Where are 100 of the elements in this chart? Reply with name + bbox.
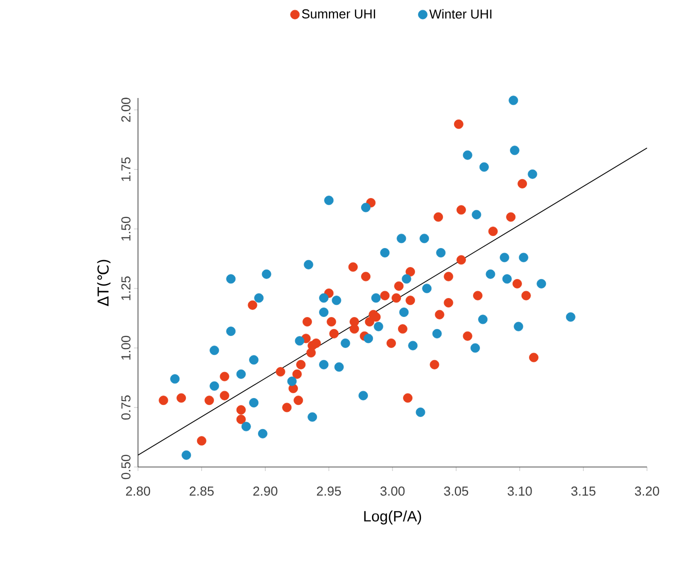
point xyxy=(226,326,236,336)
point xyxy=(462,331,472,341)
x-tick-label: 2.80 xyxy=(126,486,150,496)
point xyxy=(361,202,370,212)
point xyxy=(236,369,246,379)
point xyxy=(394,281,404,291)
point xyxy=(456,255,466,265)
point xyxy=(380,248,390,258)
y-tick-label: 2.00 xyxy=(121,98,130,122)
point xyxy=(348,262,358,272)
point xyxy=(249,398,258,408)
point xyxy=(416,408,426,417)
y-tick-label: 1.75 xyxy=(121,157,130,182)
point xyxy=(220,372,230,382)
point xyxy=(402,274,412,284)
point xyxy=(319,308,328,317)
point xyxy=(254,293,264,303)
point xyxy=(444,298,454,308)
point xyxy=(294,336,304,346)
x-tick-label: 3.10 xyxy=(508,486,532,496)
point xyxy=(329,328,339,338)
legend-label: Summer UHI xyxy=(302,9,376,18)
point xyxy=(358,390,368,400)
point xyxy=(292,369,302,379)
point xyxy=(236,405,246,415)
point xyxy=(529,352,538,362)
point xyxy=(506,212,516,222)
point xyxy=(340,338,350,348)
point xyxy=(306,348,316,358)
x-tick-label: 3.00 xyxy=(380,486,405,496)
point xyxy=(361,272,370,282)
point xyxy=(350,324,360,334)
point xyxy=(500,252,510,262)
point xyxy=(398,324,408,334)
point xyxy=(182,450,192,460)
point xyxy=(196,436,206,446)
x-tick-label: 3.05 xyxy=(444,486,468,496)
point xyxy=(176,393,186,403)
point xyxy=(566,312,576,322)
point xyxy=(434,212,444,222)
point xyxy=(258,428,268,438)
point xyxy=(454,119,464,129)
point xyxy=(236,414,246,424)
point xyxy=(478,314,488,324)
point xyxy=(406,296,416,306)
point xyxy=(422,284,432,294)
point xyxy=(512,278,522,288)
point xyxy=(368,310,378,320)
y-tick-label: 1.25 xyxy=(121,276,130,300)
point xyxy=(456,205,466,215)
point xyxy=(462,150,472,160)
point xyxy=(486,269,496,279)
point xyxy=(473,290,482,300)
point xyxy=(521,290,531,300)
point xyxy=(304,260,314,270)
point xyxy=(536,278,546,288)
point xyxy=(294,396,304,406)
point xyxy=(302,317,312,326)
point xyxy=(262,269,272,279)
y-axis-title: ΔT(℃) xyxy=(97,260,110,306)
point xyxy=(514,322,524,332)
point xyxy=(518,179,527,188)
point xyxy=(324,196,334,206)
point xyxy=(296,360,306,370)
point xyxy=(319,293,328,303)
point xyxy=(444,272,454,282)
x-tick-label: 3.20 xyxy=(634,486,660,496)
point xyxy=(249,355,258,365)
point xyxy=(319,360,328,370)
point xyxy=(403,393,412,403)
point xyxy=(479,162,489,172)
point xyxy=(364,334,374,344)
x-tick-label: 2.85 xyxy=(190,486,214,496)
point xyxy=(210,381,220,391)
point xyxy=(408,340,418,350)
x-axis-title: Log(P/A) xyxy=(364,510,422,524)
x-tick-label: 2.90 xyxy=(253,486,278,496)
point xyxy=(287,376,297,386)
point xyxy=(210,346,220,356)
point xyxy=(220,390,230,400)
point xyxy=(392,293,402,303)
point xyxy=(204,396,214,406)
point xyxy=(374,322,384,332)
point xyxy=(470,343,480,353)
point xyxy=(308,412,318,422)
point xyxy=(276,367,286,376)
point xyxy=(386,338,396,348)
point xyxy=(434,310,444,320)
point xyxy=(311,338,321,348)
point xyxy=(472,210,482,220)
point xyxy=(430,360,440,370)
x-tick-label: 2.95 xyxy=(316,486,341,496)
point xyxy=(380,290,390,300)
point xyxy=(406,267,416,276)
point xyxy=(399,308,409,317)
point xyxy=(518,252,528,262)
point xyxy=(332,296,342,306)
point xyxy=(364,317,374,326)
point xyxy=(528,169,538,179)
point xyxy=(326,317,336,326)
